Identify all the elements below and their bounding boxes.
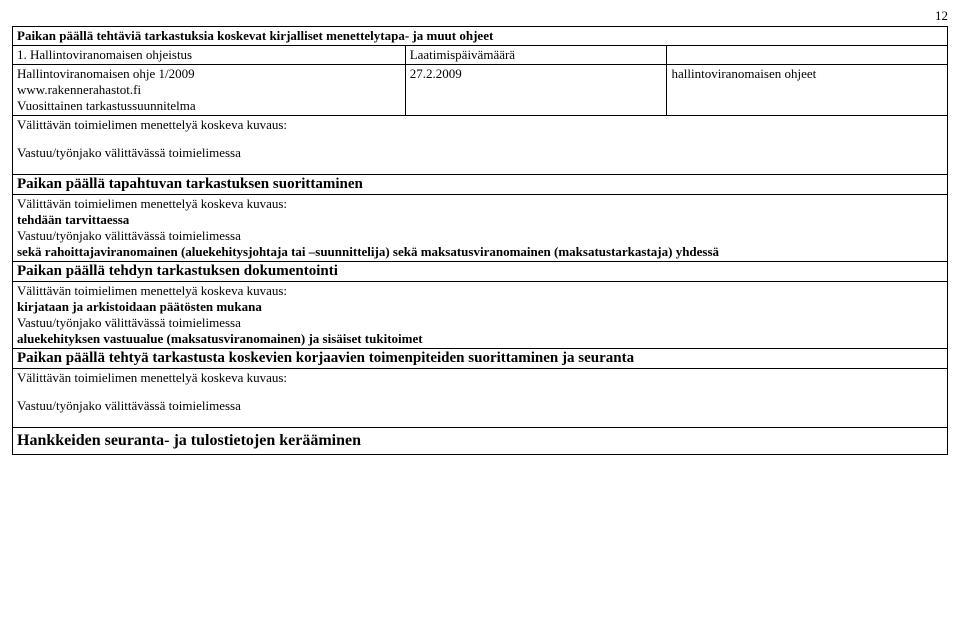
sub-col2: 27.2.2009 [405,65,667,116]
sub-col1-a: Hallintoviranomaisen ohje 1/2009 [17,66,401,82]
header-col3 [667,46,948,65]
s1-l2: tehdään tarvittaessa [17,212,943,228]
section2-body: Välittävän toimielimen menettelyä koskev… [13,282,948,349]
s3-l1: Välittävän toimielimen menettelyä koskev… [17,370,943,386]
s2-l4: aluekehityksen vastuualue (maksatusviran… [17,331,943,347]
sub-col3: hallintoviranomaisen ohjeet [667,65,948,116]
sub-col1: Hallintoviranomaisen ohje 1/2009 www.rak… [13,65,406,116]
s1-l3: Vastuu/työnjako välittävässä toimielimes… [17,228,943,244]
section1-title: Paikan päällä tapahtuvan tarkastuksen su… [13,175,948,195]
section3-title: Paikan päällä tehtyä tarkastusta koskevi… [13,349,948,369]
section3-body: Välittävän toimielimen menettelyä koskev… [13,369,948,428]
block-a-l2: Vastuu/työnjako välittävässä toimielimes… [17,145,943,161]
section2-title: Paikan päällä tehdyn tarkastuksen dokume… [13,262,948,282]
header-col2: Laatimispäivämäärä [405,46,667,65]
section1-body: Välittävän toimielimen menettelyä koskev… [13,195,948,262]
s1-l4: sekä rahoittajaviranomainen (aluekehitys… [17,244,943,260]
s2-l1: Välittävän toimielimen menettelyä koskev… [17,283,943,299]
sub-col1-b: www.rakennerahastot.fi [17,82,401,98]
s3-l2: Vastuu/työnjako välittävässä toimielimes… [17,398,943,414]
sub-col1-c: Vuosittainen tarkastussuunnitelma [17,98,401,114]
header-col1: 1. Hallintoviranomaisen ohjeistus [13,46,406,65]
block-a: Välittävän toimielimen menettelyä koskev… [13,116,948,175]
page-number: 12 [12,8,948,24]
document-table: Paikan päällä tehtäviä tarkastuksia kosk… [12,26,948,455]
section4-title: Hankkeiden seuranta- ja tulostietojen ke… [13,428,948,455]
s1-l1: Välittävän toimielimen menettelyä koskev… [17,196,943,212]
title-row: Paikan päällä tehtäviä tarkastuksia kosk… [13,27,948,46]
block-a-l1: Välittävän toimielimen menettelyä koskev… [17,117,943,133]
s2-l2: kirjataan ja arkistoidaan päätösten muka… [17,299,943,315]
s2-l3: Vastuu/työnjako välittävässä toimielimes… [17,315,943,331]
